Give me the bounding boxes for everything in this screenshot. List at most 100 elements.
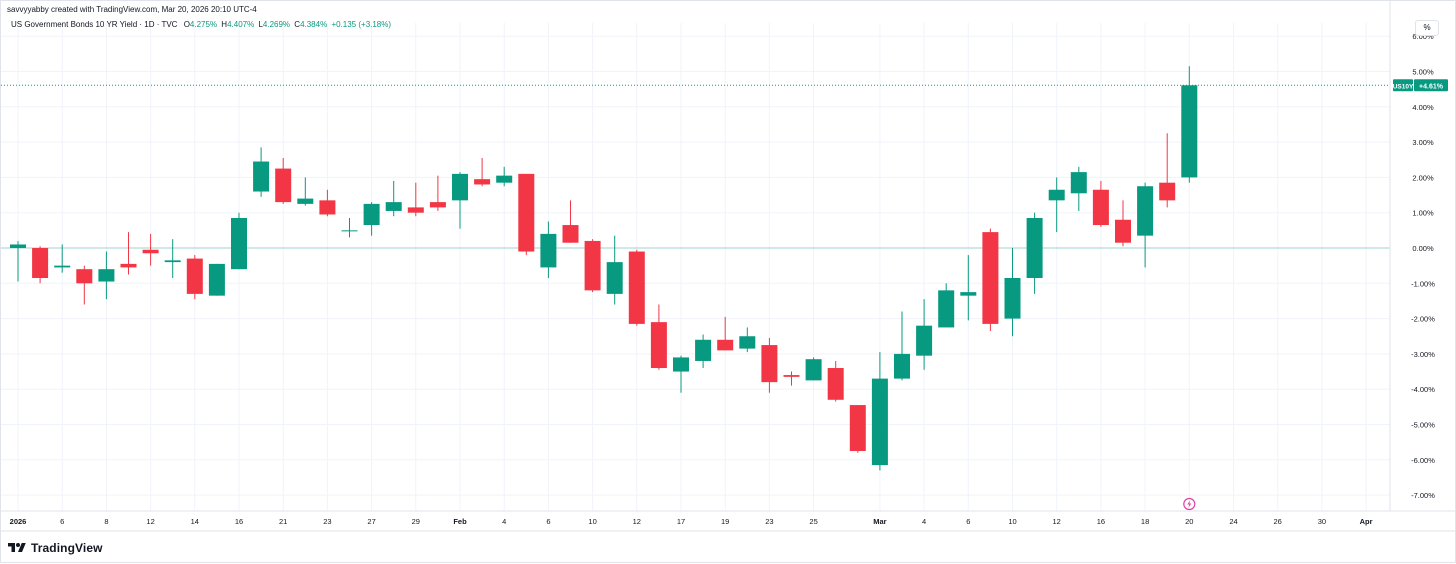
candle-body [695,339,712,361]
candle-body [32,248,49,279]
candle-body [1159,182,1176,201]
candle [341,217,358,238]
candle [319,189,336,217]
tradingview-brand[interactable]: TradingView [7,540,103,556]
candle [982,228,999,331]
candle-body [474,179,491,185]
y-tick-label: 2.00% [1412,173,1434,182]
candle-body [1048,189,1065,201]
candle-body [1004,278,1021,319]
close-label: C [294,20,301,29]
candle-body [827,368,844,400]
candle [1181,66,1198,183]
x-tick-label: 16 [235,517,243,526]
x-tick-label: 23 [765,517,773,526]
x-tick-label: 8 [104,517,108,526]
lightning-event-icon[interactable] [1183,497,1196,511]
candle-body [120,263,137,268]
candle-body [319,200,336,215]
open-label: O [183,20,190,29]
last-value-tag [1414,79,1448,92]
y-tick-label: -1.00% [1411,279,1435,288]
candle-body [805,359,822,381]
candle-body [717,339,734,351]
candle [1137,182,1154,268]
x-axis[interactable]: 2026 6 8 12 14 16 21 23 27 29 Feb 4 6 10 12 17 19 23 25 Mar… [1,510,1456,532]
x-tick-label: 2026 [10,517,27,526]
x-tick-label: 4 [502,517,506,526]
candle-body [540,233,557,268]
x-tick-label: 25 [809,517,817,526]
y-tick-label: 1.00% [1412,209,1434,218]
candle [231,212,247,270]
candle [429,175,446,211]
candle-body [1070,172,1087,194]
y-tick-label: -2.00% [1411,315,1435,324]
candle [98,251,115,300]
candle [827,360,844,402]
candle-body [407,207,424,213]
tradingview-logo-icon [8,543,26,552]
candle [32,246,49,284]
candle-body [385,202,402,211]
y-tick-label: -7.00% [1411,491,1435,500]
x-tick-label: 16 [1097,517,1105,526]
percent-scale-button[interactable]: % [1415,20,1439,36]
candle [54,244,71,273]
last-symbol-label: US10Y [1393,83,1414,90]
x-tick-label: 18 [1141,517,1149,526]
candle-body [54,265,71,268]
y-tick-label: 4.00% [1412,103,1434,112]
candle [761,338,778,393]
candle [1004,248,1021,337]
candle-body [1026,217,1043,279]
candle [452,172,468,229]
candle-body [297,198,314,204]
candle [385,180,402,217]
x-tick-label: 10 [588,517,596,526]
x-tick-label: 29 [412,517,420,526]
candle-body [275,168,292,203]
close-value: 4.384% [300,20,328,29]
candle-body [363,203,380,226]
x-tick-label: 20 [1185,517,1193,526]
candle [1092,180,1109,227]
x-tick-label: 4 [922,517,926,526]
candle-body [960,292,977,296]
candle-body [650,322,667,369]
candle [894,311,910,381]
candle [1159,133,1176,208]
event-bolt [1187,500,1192,508]
candle-body [1092,189,1109,226]
candle-body [894,353,910,379]
candle-body [142,249,159,254]
low-value: 4.269% [262,20,291,29]
candle-body [739,336,756,349]
candle [76,265,93,305]
x-tick-label: 10 [1008,517,1016,526]
x-tick-label: 12 [633,517,641,526]
candle-body [849,405,866,451]
candle [562,200,579,243]
candle-body [606,262,623,294]
candle-body [938,290,955,328]
candle-body [452,173,468,201]
candle-body [1115,219,1131,243]
high-label: H [221,20,228,29]
candle-body [496,175,513,183]
x-tick-label: Mar [873,517,886,526]
y-tick-label: -6.00% [1411,456,1435,465]
candle-body [1137,186,1154,236]
candle-body [98,269,115,282]
y-tick-label: -5.00% [1411,421,1435,430]
candle-body [982,232,999,324]
symbol-legend[interactable]: US Government Bonds 10 YR Yield · 1D · T… [11,20,391,29]
y-axis[interactable]: 6.00% 5.00% 4.00% 3.00% 2.00% 1.00% 0.00% -1.00… [1389,1,1448,511]
candle-body [10,244,26,248]
candle [695,334,712,369]
candle [805,357,822,381]
candles [10,66,1198,471]
candle-body [231,217,247,270]
candle [297,177,314,206]
